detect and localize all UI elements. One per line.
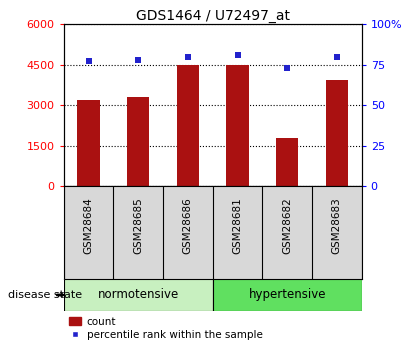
Bar xyxy=(226,65,249,186)
Text: GSM28683: GSM28683 xyxy=(332,197,342,254)
Bar xyxy=(326,80,348,186)
Text: GSM28684: GSM28684 xyxy=(83,197,94,254)
Bar xyxy=(213,279,362,311)
Bar xyxy=(64,279,213,311)
Bar xyxy=(276,138,298,186)
Point xyxy=(334,54,340,59)
Text: GSM28686: GSM28686 xyxy=(183,197,193,254)
Point xyxy=(135,57,141,62)
Text: GSM28681: GSM28681 xyxy=(233,197,242,254)
Bar xyxy=(77,100,100,186)
Text: GSM28682: GSM28682 xyxy=(282,197,292,254)
Text: hypertensive: hypertensive xyxy=(248,288,326,302)
Text: normotensive: normotensive xyxy=(97,288,179,302)
Legend: count, percentile rank within the sample: count, percentile rank within the sample xyxy=(69,317,263,340)
Bar xyxy=(177,65,199,186)
Text: disease state: disease state xyxy=(8,290,82,300)
Text: GSM28685: GSM28685 xyxy=(133,197,143,254)
Point xyxy=(185,54,191,59)
Point xyxy=(234,52,241,58)
Title: GDS1464 / U72497_at: GDS1464 / U72497_at xyxy=(136,9,290,23)
Point xyxy=(85,59,92,64)
Point xyxy=(284,65,291,71)
Bar xyxy=(127,97,149,186)
